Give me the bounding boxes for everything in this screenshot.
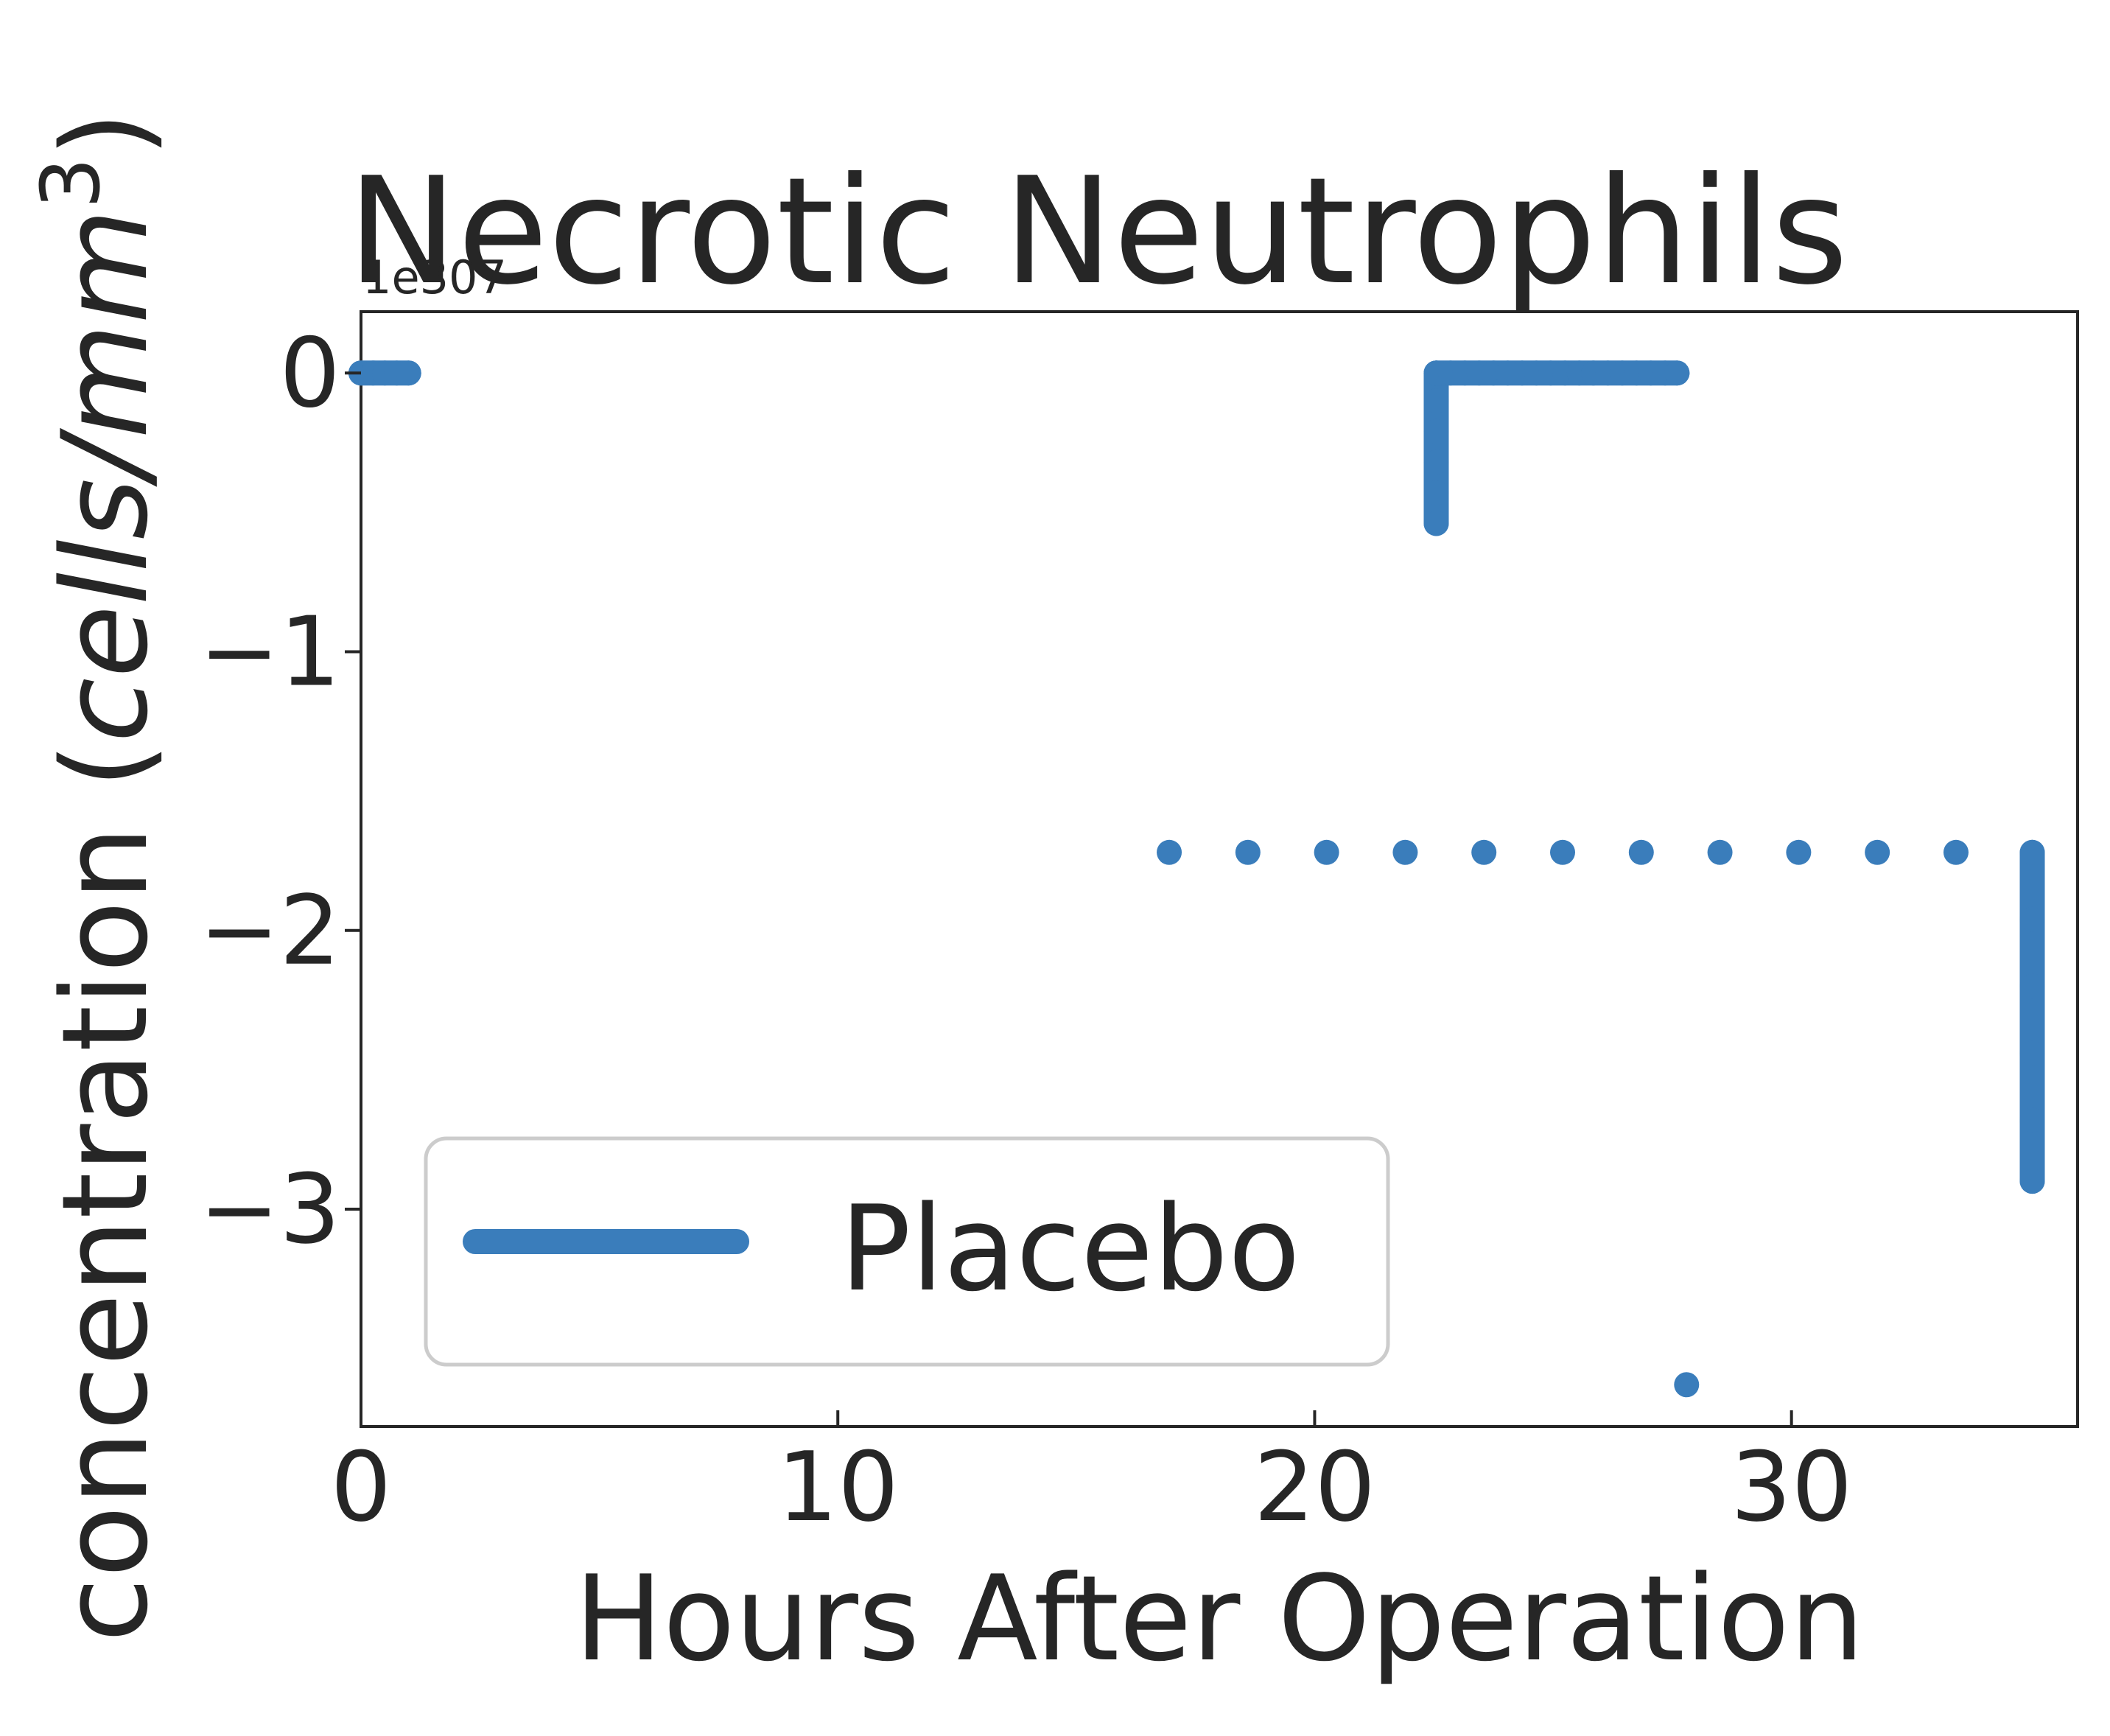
data-point	[1674, 1372, 1700, 1398]
data-point	[1392, 839, 1418, 865]
data-point	[1423, 480, 1449, 505]
y-axis-label-unit: cells/mm	[36, 209, 174, 742]
data-point	[1471, 839, 1497, 865]
plot-frame	[360, 310, 2079, 1428]
data-point	[1786, 839, 1812, 865]
x-axis-ticks: 0 10 20 30	[331, 1410, 1852, 1543]
x-tick-label: 0	[331, 1431, 392, 1543]
x-tick-label: 20	[1254, 1431, 1375, 1543]
y-axis-label-superscript: 3	[24, 157, 118, 209]
data-point	[1865, 839, 1890, 865]
data-point	[1314, 839, 1339, 865]
data-point	[1235, 839, 1261, 865]
y-axis-ticks: 0 −1 −2 −3	[199, 317, 361, 1265]
data-point	[1423, 511, 1449, 536]
data-point	[2019, 1107, 2045, 1133]
data-point	[2019, 1040, 2045, 1066]
legend-box	[424, 1136, 1390, 1367]
y-tick-label: −3	[199, 1153, 340, 1265]
y-axis-label-close: )	[36, 111, 174, 157]
data-point	[2019, 839, 2045, 865]
y-axis-label: concentration (cells/mm3)	[24, 111, 174, 1642]
legend: Placebo	[424, 1136, 1390, 1367]
data-layer	[348, 360, 2045, 1398]
data-point	[396, 360, 421, 386]
data-point	[2019, 973, 2045, 999]
y-axis-offset-text: 1e307	[362, 251, 507, 304]
legend-label-placebo: Placebo	[840, 1180, 1300, 1317]
data-point	[1423, 449, 1449, 475]
data-point	[1628, 839, 1654, 865]
data-point	[1664, 360, 1690, 386]
x-tick-label: 30	[1731, 1431, 1852, 1543]
data-point	[1550, 839, 1575, 865]
data-point	[2019, 906, 2045, 932]
y-axis-label-main: concentration (	[36, 743, 174, 1642]
y-tick-label: −1	[199, 595, 340, 707]
chart-title: Necrotic Neutrophils	[347, 146, 1848, 318]
y-tick-label: −2	[199, 875, 340, 987]
data-point	[1423, 419, 1449, 444]
plot-area	[348, 310, 2079, 1428]
data-point	[1707, 839, 1733, 865]
x-tick-label: 10	[777, 1431, 899, 1543]
y-tick-label: 0	[279, 317, 340, 429]
x-axis-label: Hours After Operation	[575, 1550, 1865, 1687]
data-point	[2019, 1169, 2045, 1194]
data-point	[1423, 388, 1449, 414]
data-point	[1943, 839, 1969, 865]
data-point	[1157, 839, 1182, 865]
